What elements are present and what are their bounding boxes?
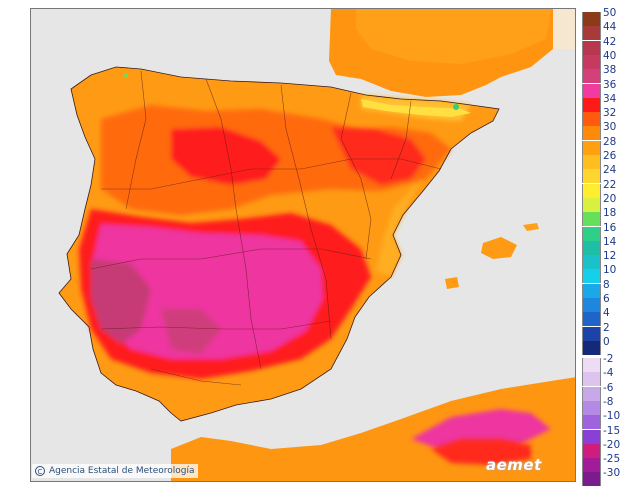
pyrenees-band <box>361 99 471 117</box>
legend-label: 30 <box>603 121 617 134</box>
legend-label: 18 <box>603 207 617 220</box>
copyright-icon: C <box>35 466 45 476</box>
legend-swatch <box>582 472 601 487</box>
legend-swatch <box>582 183 601 198</box>
legend-label: 2 <box>603 321 610 334</box>
legend-label: 40 <box>603 49 617 62</box>
legend-label: -30 <box>603 467 621 480</box>
legend-swatch <box>582 226 601 241</box>
legend-swatch <box>582 212 601 227</box>
legend-swatch <box>582 326 601 341</box>
map-canvas <box>31 9 575 481</box>
legend-label: -6 <box>603 381 614 394</box>
legend-label: 36 <box>603 78 617 91</box>
legend-label: 14 <box>603 235 617 248</box>
legend-label: -10 <box>603 410 621 423</box>
legend-swatch <box>582 415 601 430</box>
france-warm-zone <box>356 9 551 64</box>
legend-label: 8 <box>603 278 610 291</box>
legend-swatch <box>582 83 601 98</box>
legend-swatch <box>582 372 601 387</box>
legend-swatch <box>582 126 601 141</box>
mallorca <box>481 237 517 259</box>
legend-swatch <box>582 429 601 444</box>
legend-label: 0 <box>603 335 610 348</box>
temperature-legend: 50 44 42 40 38 36 34 32 30 28 26 24 22 20 18 16 14 12 10 8 6… <box>582 7 630 494</box>
legend-label: 12 <box>603 250 617 263</box>
pyrenees-cool-spot <box>453 104 459 110</box>
legend-swatch <box>582 283 601 298</box>
credit-label: C Agencia Estatal de Meteorología <box>32 464 198 478</box>
legend-swatch <box>582 40 601 55</box>
legend-swatch <box>582 26 601 41</box>
legend-swatch <box>582 240 601 255</box>
legend-swatch <box>582 69 601 84</box>
legend-label: -15 <box>603 424 621 437</box>
legend-label: 20 <box>603 192 617 205</box>
legend-swatch <box>582 12 601 26</box>
legend-swatch <box>582 140 601 155</box>
legend-swatch <box>582 97 601 112</box>
legend-label: 38 <box>603 64 617 77</box>
legend-label: 22 <box>603 178 617 191</box>
legend-label: 32 <box>603 107 617 120</box>
legend-label: 42 <box>603 35 617 48</box>
legend-swatch <box>582 54 601 69</box>
legend-swatch <box>582 298 601 312</box>
legend-swatch <box>582 155 601 169</box>
legend-label: 26 <box>603 150 617 162</box>
legend-swatch <box>582 169 601 184</box>
legend-swatch <box>582 400 601 415</box>
brand-logo: aemet <box>486 456 542 474</box>
legend-swatch <box>582 358 601 372</box>
legend-swatch <box>582 197 601 212</box>
legend-label: 50 <box>603 7 617 19</box>
legend-label: -8 <box>603 395 614 408</box>
legend-label: 6 <box>603 293 610 305</box>
legend-swatch <box>582 386 601 401</box>
legend-label: -20 <box>603 438 621 451</box>
credit-text: Agencia Estatal de Meteorología <box>49 466 195 476</box>
menorca <box>523 223 539 231</box>
heat-zones <box>79 95 471 379</box>
legend-label: -4 <box>603 367 614 380</box>
africa-red-zone <box>431 439 531 465</box>
legend-label: 4 <box>603 307 610 320</box>
legend-label: 24 <box>603 164 617 177</box>
legend-label: 16 <box>603 221 617 234</box>
cantabria-cool-spot <box>124 73 128 77</box>
legend-swatch <box>582 269 601 284</box>
legend-label: -25 <box>603 453 621 466</box>
legend-swatch <box>582 443 601 458</box>
legend-swatch <box>582 340 601 355</box>
legend-swatch <box>582 458 601 473</box>
ibiza <box>445 277 459 289</box>
region-boundaries <box>90 70 442 386</box>
temperature-map <box>30 8 576 482</box>
legend-swatch <box>582 312 601 327</box>
legend-label: 10 <box>603 264 617 277</box>
alps-zone <box>553 9 575 49</box>
legend-swatch <box>582 255 601 270</box>
legend-label: -2 <box>603 353 614 365</box>
legend-label: 28 <box>603 135 617 148</box>
legend-swatch <box>582 112 601 127</box>
legend-label: 34 <box>603 92 617 105</box>
legend-label: 44 <box>603 21 617 34</box>
coastline <box>58 66 500 422</box>
